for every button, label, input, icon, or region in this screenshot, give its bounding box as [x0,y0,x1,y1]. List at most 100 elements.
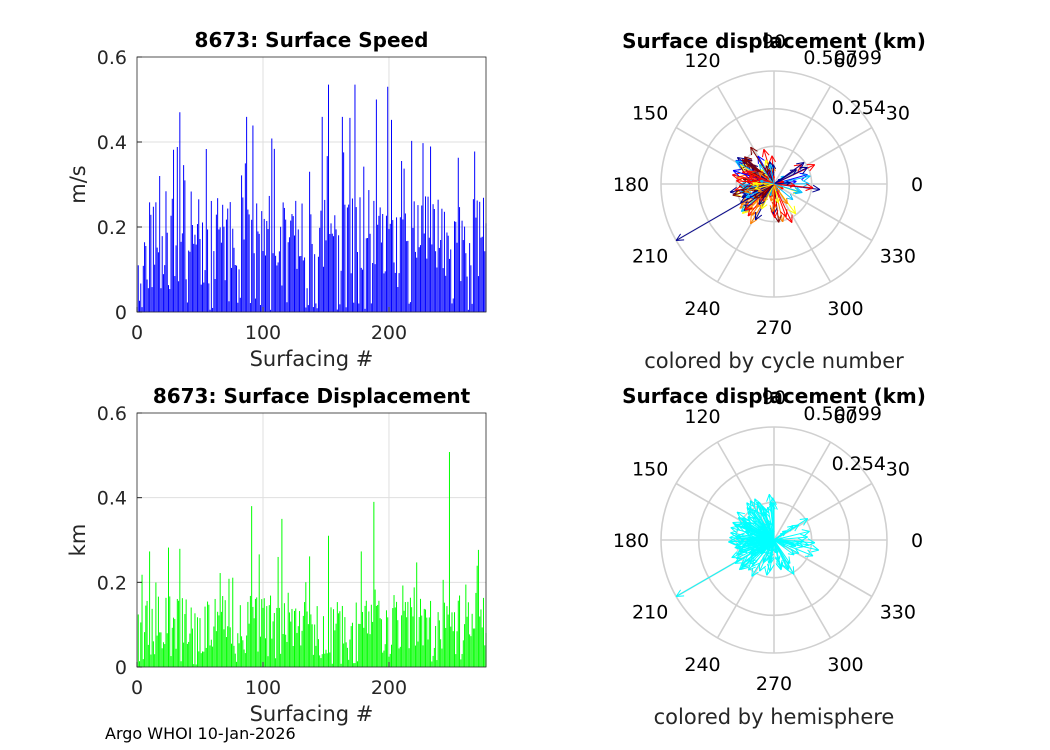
arrow-head [771,155,776,163]
arrow-head [749,174,756,177]
arrow-head [788,556,791,564]
displacement-arrow [751,539,775,577]
arrow-head [787,553,795,556]
angle-tick-label: 180 [613,174,649,196]
arrow-head [743,202,748,211]
arrow-head [774,210,779,218]
displacement-arrow [756,539,775,544]
angle-tick-label: 0 [911,174,923,196]
arrow-head [796,161,805,165]
arrow-head [730,527,738,534]
chart-caption: colored by cycle number [644,349,904,373]
displacement-arrow [675,539,775,597]
displacement-arrow [773,183,788,205]
arrow-head [767,506,773,514]
arrow-head [805,187,814,192]
displacement-arrow [731,539,775,559]
arrow-head [794,192,803,195]
angle-tick-label: 270 [756,317,792,339]
arrow-head [731,551,738,558]
chart-title: 8673: Surface Speed [195,28,429,52]
arrow-head [747,537,754,542]
arrow-head [786,569,795,575]
y-tick-label: 0.6 [97,403,127,425]
arrow-head [736,180,744,186]
displacement-arrow [773,539,782,571]
arrow-head [744,191,753,194]
angle-tick-label: 300 [827,654,863,676]
displacement-arrow [758,183,775,205]
arrow-head [743,158,749,167]
arrow-head [762,149,765,158]
arrow-head [747,170,753,178]
x-tick-label: 100 [245,322,281,344]
angle-tick-label: 330 [880,602,916,624]
arrow-head [740,558,745,566]
arrow-head [768,155,773,163]
arrow-head [742,519,751,522]
arrow-head [803,518,809,526]
arrow-head [796,187,803,193]
displacement-arrow [772,183,775,212]
arrow-head [782,200,788,205]
arrow-head [780,175,784,178]
arrow-head [764,567,768,576]
displacement-arrow [747,539,775,542]
arrow-head [794,524,800,532]
arrow-head [803,530,810,537]
arrow-head [761,193,764,199]
arrow-head [735,160,744,163]
arrow-head [751,571,759,577]
arrow-head [749,556,753,565]
arrow-head [759,565,767,572]
arrow-head [812,544,820,551]
displacement-arrow [773,539,795,556]
arrow-head [748,176,755,182]
displacement-arrow [773,525,794,541]
arrow-head [780,211,787,218]
arrow-head [778,185,781,188]
radial-tick-label: 0.50799 [803,47,882,69]
polar-spoke [773,183,873,242]
arrow-head [780,562,784,571]
arrow-head [756,542,761,545]
arrow-head [738,548,747,552]
speed-bar-chart: 0 100 200 0 0.2 0.4 0.6 8673: Surface Speed Surf… [66,28,487,371]
arrow-head [768,497,774,506]
angle-tick-label: 330 [880,246,916,268]
displacement-arrow [767,168,775,185]
arrow-head [740,203,746,212]
arrow-head [792,566,795,575]
displacement-arrow [773,183,794,201]
displacement-arrow [773,539,800,554]
arrow-head [775,563,782,571]
arrow-head [787,525,794,528]
arrow-head [797,541,804,547]
arrow-head [767,168,772,172]
y-tick-label: 0.6 [97,47,127,69]
x-axis-label: Surfacing # [250,347,374,371]
arrow-head [799,172,808,176]
arrow-head [750,164,755,172]
displacement-arrow [773,167,808,185]
arrow-head [733,168,742,171]
arrow-head [675,589,682,597]
arrow-head [766,557,770,564]
arrow-head [768,164,771,170]
arrow-head [780,537,783,539]
displacement-bar-chart: 0 100 200 0 0.2 0.4 0.6 8673: Surface Displacem… [66,384,487,726]
arrow-head [757,155,759,164]
arrow-head [730,530,739,534]
angle-tick-label: 270 [756,673,792,695]
arrow-head [758,172,764,174]
arrow-head [732,189,740,196]
y-tick-label: 0 [115,302,127,324]
angle-tick-label: 150 [632,103,668,125]
arrow-head [812,189,821,193]
arrow-head [734,185,742,191]
arrow-head [753,537,759,541]
displacement-arrow [766,539,775,556]
arrow-head [769,205,774,212]
displacement-polar-hemisphere: 0 30 60 90 120 150 180 210 240 270 300 330 0.254 0.50… [613,384,926,729]
arrow-head [735,160,741,168]
